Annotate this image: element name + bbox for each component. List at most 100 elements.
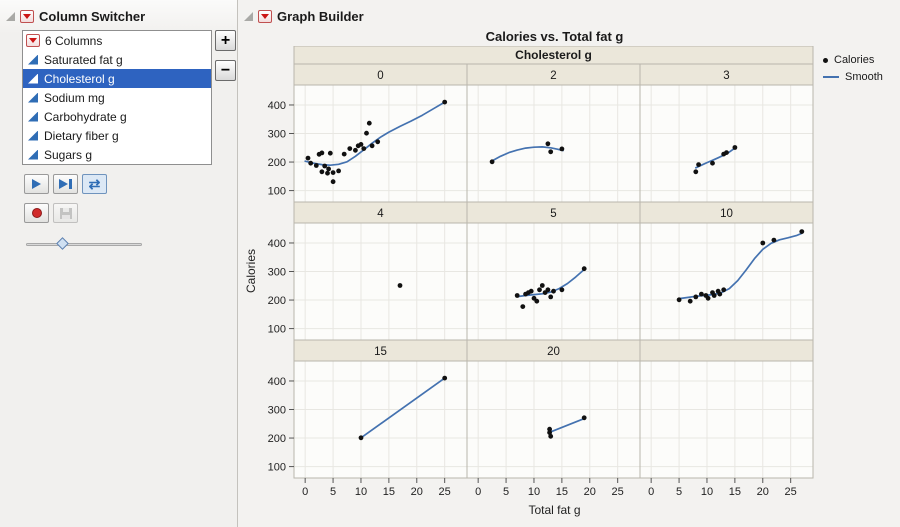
record-button[interactable] — [24, 203, 49, 223]
data-point[interactable] — [581, 415, 587, 421]
data-point[interactable] — [330, 179, 336, 185]
disclosure-triangle-icon[interactable] — [244, 11, 253, 21]
facet-plot-area[interactable] — [467, 361, 640, 478]
data-point[interactable] — [721, 287, 727, 293]
column-item-sodium-mg[interactable]: Sodium mg — [23, 88, 211, 107]
data-point[interactable] — [358, 142, 364, 147]
save-button[interactable] — [53, 203, 78, 223]
add-column-button[interactable]: + — [215, 30, 236, 51]
x-tick-label: 5 — [676, 486, 682, 498]
data-point[interactable] — [397, 283, 403, 288]
data-point[interactable] — [353, 147, 358, 153]
data-point[interactable] — [693, 169, 699, 175]
data-point[interactable] — [551, 288, 556, 294]
data-point[interactable] — [326, 166, 331, 172]
data-point[interactable] — [693, 294, 699, 300]
facet-plot-area[interactable] — [467, 85, 640, 202]
column-item-cholesterol-g[interactable]: Cholesterol g — [23, 69, 211, 88]
data-point[interactable] — [322, 163, 328, 169]
slider-thumb[interactable] — [56, 237, 69, 250]
data-point[interactable] — [717, 291, 723, 297]
column-item-saturated-fat-g[interactable]: Saturated fat g — [23, 50, 211, 69]
data-point[interactable] — [705, 295, 711, 301]
data-point[interactable] — [319, 169, 325, 175]
data-point[interactable] — [330, 170, 336, 175]
facet-plot-area[interactable] — [640, 361, 813, 478]
data-point[interactable] — [313, 163, 319, 168]
data-point[interactable] — [687, 298, 693, 304]
graph-builder-menu-icon[interactable] — [258, 9, 272, 23]
speed-slider[interactable] — [26, 237, 142, 251]
data-point[interactable] — [520, 304, 526, 309]
data-point[interactable] — [548, 149, 554, 155]
data-point[interactable] — [760, 240, 766, 246]
facet-plot-area[interactable] — [640, 85, 813, 202]
facet-plot-area[interactable] — [640, 223, 813, 340]
column-item-sugars-g[interactable]: Sugars g — [23, 145, 211, 164]
data-point[interactable] — [341, 151, 347, 157]
data-point[interactable] — [319, 150, 325, 156]
data-point[interactable] — [732, 145, 738, 150]
loop-button[interactable]: ⇄ — [82, 174, 107, 194]
data-point[interactable] — [537, 287, 542, 293]
remove-column-button[interactable]: − — [215, 60, 236, 81]
data-point[interactable] — [559, 287, 565, 293]
facet-plot-area[interactable] — [467, 223, 640, 340]
data-point[interactable] — [581, 266, 587, 272]
data-point[interactable] — [369, 143, 375, 149]
columns-count-label: 6 Columns — [45, 33, 103, 48]
legend-item-smooth[interactable]: Smooth — [823, 71, 883, 83]
column-switcher-menu-icon[interactable] — [20, 9, 34, 23]
data-point[interactable] — [771, 237, 777, 243]
data-point[interactable] — [528, 288, 534, 294]
data-point[interactable] — [336, 168, 341, 174]
data-point[interactable] — [442, 99, 448, 105]
data-point[interactable] — [442, 375, 448, 381]
data-point[interactable] — [676, 297, 682, 303]
data-point[interactable] — [347, 146, 353, 151]
data-point[interactable] — [327, 150, 333, 156]
data-point[interactable] — [710, 160, 715, 166]
columns-menu-icon[interactable] — [26, 34, 40, 47]
data-point[interactable] — [711, 293, 717, 298]
slider-track[interactable] — [26, 243, 142, 246]
facet-plot-area[interactable] — [294, 85, 467, 202]
column-item-carbohydrate-g[interactable]: Carbohydrate g — [23, 107, 211, 126]
play-button[interactable] — [24, 174, 49, 194]
data-point[interactable] — [308, 160, 314, 166]
data-point[interactable] — [699, 291, 704, 297]
data-point[interactable] — [547, 430, 552, 435]
column-item-dietary-fiber-g[interactable]: Dietary fiber g — [23, 126, 211, 145]
data-point[interactable] — [375, 139, 381, 145]
data-point[interactable] — [545, 141, 551, 147]
legend-item-calories[interactable]: Calories — [823, 54, 883, 66]
data-point[interactable] — [325, 170, 330, 176]
data-point[interactable] — [724, 150, 729, 155]
continuous-column-icon — [28, 149, 38, 160]
data-point[interactable] — [545, 287, 551, 293]
facet-plot-area[interactable] — [294, 223, 467, 340]
data-point[interactable] — [366, 120, 372, 126]
data-point[interactable] — [534, 298, 540, 304]
data-point[interactable] — [539, 283, 545, 288]
disclosure-triangle-icon[interactable] — [6, 11, 15, 21]
record-toolbar — [24, 203, 237, 223]
data-point[interactable] — [548, 433, 554, 439]
data-point[interactable] — [559, 146, 565, 152]
data-point[interactable] — [799, 229, 805, 235]
data-point[interactable] — [361, 146, 367, 151]
facet-plot-area[interactable] — [294, 361, 467, 478]
data-point[interactable] — [364, 130, 369, 136]
smooth-line — [360, 377, 446, 439]
data-point[interactable] — [358, 435, 364, 441]
data-point[interactable] — [548, 294, 554, 300]
data-point[interactable] — [696, 162, 701, 167]
data-point[interactable] — [305, 155, 311, 161]
data-point[interactable] — [514, 293, 520, 298]
step-button[interactable] — [53, 174, 78, 194]
red-triangle-icon — [261, 13, 269, 19]
data-point[interactable] — [547, 426, 552, 432]
y-tick-label: 300 — [268, 405, 286, 417]
data-point[interactable] — [489, 159, 495, 165]
